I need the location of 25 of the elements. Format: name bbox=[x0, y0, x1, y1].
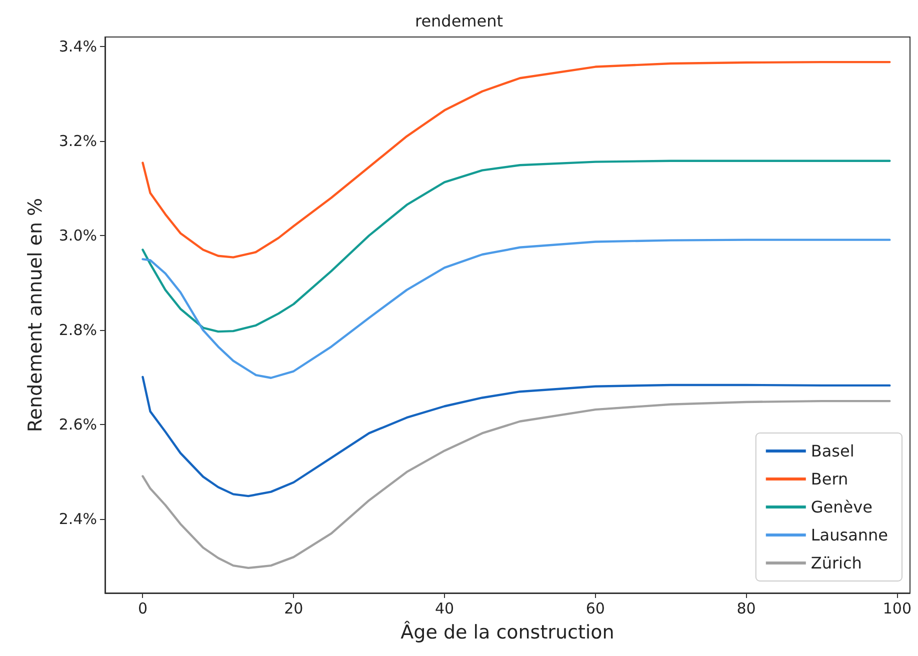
legend-label: Genève bbox=[810, 498, 872, 516]
line-series bbox=[142, 60, 891, 258]
x-axis-title: Âge de la construction bbox=[400, 620, 614, 644]
y-tick-label: 2.4% bbox=[58, 510, 97, 528]
legend-label: Bern bbox=[810, 470, 848, 488]
x-tick-label: 60 bbox=[586, 600, 605, 618]
y-tick-label: 2.8% bbox=[58, 321, 97, 340]
legend-label: Zürich bbox=[810, 554, 862, 572]
line-series bbox=[142, 238, 891, 379]
legend-label: Lausanne bbox=[810, 526, 888, 544]
x-tick-label: 100 bbox=[882, 600, 912, 618]
x-tick-label: 40 bbox=[434, 600, 454, 618]
x-tick-label: 80 bbox=[736, 600, 756, 618]
line-series bbox=[142, 160, 891, 333]
x-tick-label: 20 bbox=[284, 600, 304, 618]
y-tick-label: 3.4% bbox=[58, 37, 97, 56]
line-series bbox=[142, 376, 891, 498]
y-tick-label: 3.2% bbox=[58, 132, 97, 150]
x-tick-label: 0 bbox=[138, 600, 148, 618]
line-series bbox=[142, 400, 891, 570]
y-tick-label: 3.0% bbox=[58, 226, 97, 245]
y-tick-label: 2.6% bbox=[58, 416, 97, 434]
y-axis-title: Rendement annuel en % bbox=[24, 198, 46, 432]
legend-label: Basel bbox=[810, 442, 854, 460]
chart-title: rendement bbox=[414, 12, 504, 30]
